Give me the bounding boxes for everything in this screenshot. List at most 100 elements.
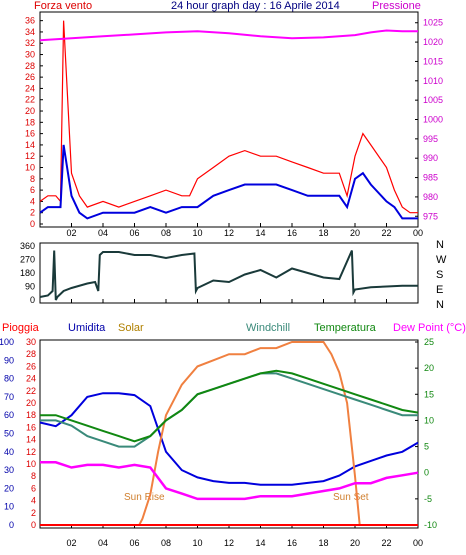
windchill-label: Windchill (246, 322, 290, 334)
direction-letter: N (436, 239, 444, 251)
wind-direction-line (39, 250, 418, 301)
humidity-line (39, 392, 419, 486)
temp-tick-label: 0 (424, 468, 429, 478)
direction-letter: W (436, 254, 447, 266)
x-tick-label: 04 (98, 538, 108, 548)
rain-tick-label: 22 (26, 386, 36, 396)
humidity-label: Umidita (68, 322, 106, 334)
pressure-tick-label: 995 (423, 134, 438, 144)
wind-tick-label: 4 (30, 196, 35, 206)
x-tick-label: 10 (192, 228, 202, 238)
direction-letter: E (436, 284, 443, 296)
direction-tick-label: 0 (30, 295, 35, 305)
x-tick-label: 12 (224, 538, 234, 548)
rain-tick-label: 18 (26, 410, 36, 420)
wind-tick-label: 18 (25, 117, 35, 127)
wind-tick-label: 0 (30, 219, 35, 229)
humidity-tick-label: 0 (9, 520, 14, 530)
chart-title: 24 hour graph day : 16 Aprile 2014 (171, 0, 340, 12)
humidity-tick-label: 50 (4, 429, 14, 439)
humidity-tick-label: 100 (0, 337, 14, 347)
temp-tick-label: -5 (424, 494, 432, 504)
pressure-tick-label: 1020 (423, 37, 443, 47)
direction-tick-label: 90 (25, 282, 35, 292)
wind-gust-line (39, 20, 418, 214)
wind-tick-label: 12 (25, 151, 35, 161)
direction-letter: N (436, 299, 444, 311)
x-tick-label: 04 (98, 228, 108, 238)
pressure-tick-label: 1005 (423, 95, 443, 105)
x-tick-label: 22 (381, 538, 391, 548)
wind-tick-label: 32 (25, 38, 35, 48)
x-tick-label: 16 (287, 538, 297, 548)
pressure-line (39, 29, 418, 42)
temp-tick-label: 10 (424, 415, 434, 425)
wind-tick-label: 24 (25, 83, 35, 93)
humidity-tick-label: 30 (4, 465, 14, 475)
pressure-tick-label: 1015 (423, 56, 443, 66)
wind-tick-label: 14 (25, 140, 35, 150)
rain-tick-label: 10 (26, 459, 36, 469)
wind-tick-label: 8 (30, 174, 35, 184)
rain-tick-label: 4 (31, 496, 36, 506)
wind-tick-label: 28 (25, 61, 35, 71)
direction-tick-label: 270 (20, 255, 35, 265)
temperature-line (40, 369, 419, 443)
x-tick-label: 20 (350, 228, 360, 238)
x-tick-label: 08 (161, 538, 171, 548)
x-tick-label: 12 (224, 228, 234, 238)
x-tick-label: 22 (381, 228, 391, 238)
pressure-tick-label: 1000 (423, 115, 443, 125)
rain-tick-label: 16 (26, 422, 36, 432)
wind-direction-panel (39, 242, 419, 304)
wind-tick-label: 36 (25, 16, 35, 26)
rain-tick-label: 14 (26, 435, 36, 445)
direction-tick-label: 360 (20, 241, 35, 251)
wind-tick-label: 16 (25, 129, 35, 139)
wind-pressure-panel (39, 11, 419, 228)
temp-tick-label: 5 (424, 442, 429, 452)
x-tick-label: 18 (318, 228, 328, 238)
temperature-panel (39, 339, 419, 529)
pressure-axis-label: Pressione (372, 0, 421, 12)
humidity-tick-label: 10 (4, 502, 14, 512)
wind-tick-label: 6 (30, 185, 35, 195)
pressure-tick-label: 1010 (423, 76, 443, 86)
rain-tick-label: 6 (31, 483, 36, 493)
x-tick-label: 16 (287, 228, 297, 238)
axes-layer: 0202040406060808101012121414161618182020… (0, 16, 447, 548)
x-tick-label: 02 (66, 228, 76, 238)
dewpoint-line (40, 461, 419, 501)
x-tick-label: 20 (350, 538, 360, 548)
wind-tick-label: 2 (30, 208, 35, 218)
pressure-tick-label: 980 (423, 192, 438, 202)
temp-tick-label: -10 (424, 520, 437, 530)
sun-set-label: Sun Set (333, 492, 369, 503)
dewpoint-label: Dew Point (°C) (393, 322, 466, 334)
wind-avg-line (39, 144, 418, 220)
plot-layer (39, 20, 419, 526)
direction-tick-label: 180 (20, 268, 35, 278)
humidity-tick-label: 20 (4, 483, 14, 493)
rain-tick-label: 8 (31, 471, 36, 481)
humidity-tick-label: 90 (4, 355, 14, 365)
x-tick-label: 08 (161, 228, 171, 238)
rain-tick-label: 30 (26, 337, 36, 347)
x-tick-label: 18 (318, 538, 328, 548)
wind-tick-label: 34 (25, 27, 35, 37)
humidity-tick-label: 70 (4, 392, 14, 402)
wind-tick-label: 22 (25, 95, 35, 105)
x-tick-label: 00 (413, 538, 423, 548)
rain-tick-label: 0 (31, 520, 36, 530)
x-tick-label: 14 (255, 538, 265, 548)
rain-tick-label: 12 (26, 447, 36, 457)
sun-rise-label: Sun Rise (124, 492, 165, 503)
temp-tick-label: 15 (424, 389, 434, 399)
wind-axis-label: Forza vento (34, 0, 92, 12)
x-tick-label: 06 (129, 228, 139, 238)
wind-tick-label: 20 (25, 106, 35, 116)
temperature-label: Temperatura (314, 322, 377, 334)
pressure-tick-label: 975 (423, 211, 438, 221)
x-tick-label: 10 (192, 538, 202, 548)
